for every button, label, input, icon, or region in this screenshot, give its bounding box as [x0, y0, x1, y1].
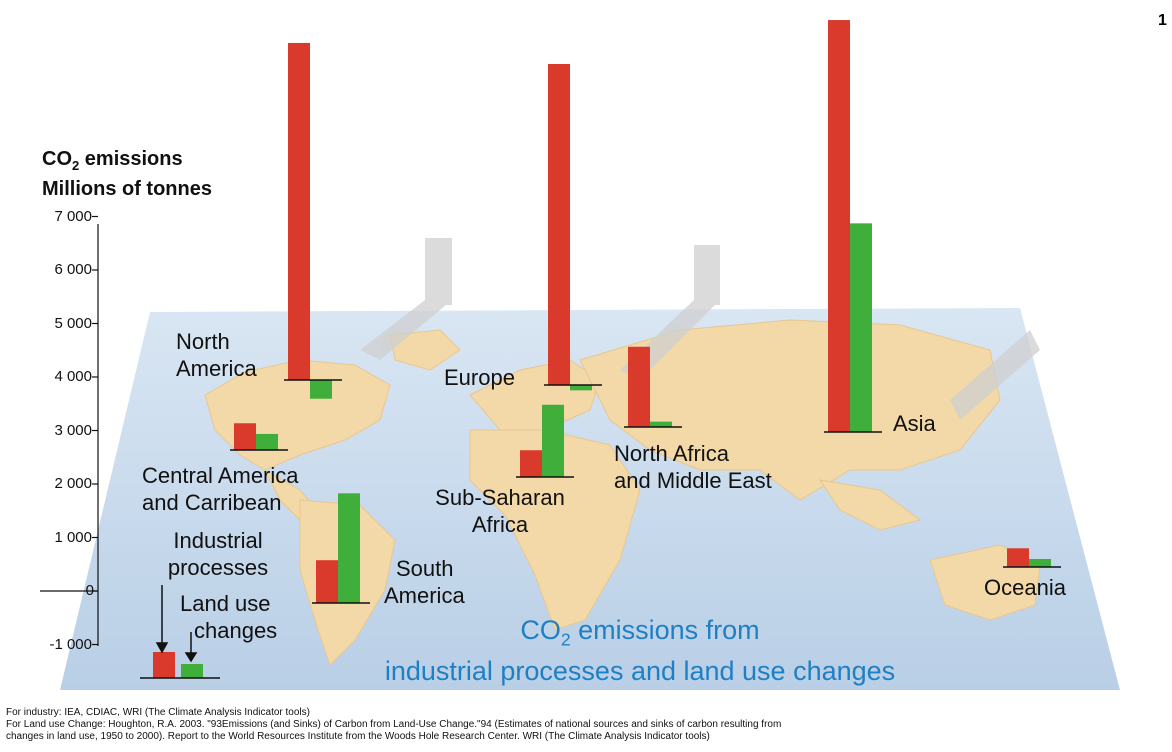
- label-north-africa-line1: North Africa: [614, 441, 729, 466]
- legend-bar-land-use: [181, 664, 203, 678]
- label-north-america: North America: [176, 328, 257, 382]
- bar-industrial: [288, 42, 310, 380]
- landmass-africa: [469, 429, 641, 631]
- source-line-3: changes in land use, 1950 to 2000). Repo…: [6, 731, 710, 742]
- chart-title-line2: industrial processes and land use change…: [384, 656, 896, 687]
- label-south-america: South America: [384, 555, 465, 609]
- bar-land-use: [1029, 558, 1051, 567]
- y-tick-label: 1 000: [54, 528, 92, 546]
- arrowhead-land-use: [184, 652, 198, 663]
- bar-industrial: [1007, 548, 1029, 567]
- bar-land-use: [338, 493, 360, 603]
- label-south-america-line1: South: [396, 556, 454, 581]
- bar-industrial: [234, 423, 256, 450]
- y-tick-label: 4 000: [54, 368, 92, 385]
- legend-industrial-line2: processes: [167, 555, 269, 580]
- label-sub-saharan-africa: Sub-Saharan Africa: [415, 484, 585, 538]
- bar-industrial: [828, 20, 850, 433]
- y-axis-title-sub: 2: [72, 158, 80, 173]
- sources-note: For industry: IEA, CDIAC, WRI (The Clima…: [6, 707, 1166, 743]
- chart-title-line1: CO2 emissions from: [330, 614, 950, 655]
- legend-bar-industrial: [153, 652, 175, 678]
- shadow-na-beam: [360, 300, 452, 360]
- label-oceania-line1: Oceania: [984, 575, 1066, 600]
- chart-title-suffix: emissions from: [570, 615, 760, 645]
- label-central-america-line1: Central America: [142, 463, 299, 488]
- bar-industrial: [548, 64, 570, 385]
- label-asia: Asia: [893, 410, 936, 437]
- legend-industrial-line1: Industrial: [173, 528, 263, 553]
- label-south-america-line2: America: [384, 583, 465, 608]
- y-tick-label: 7 000: [54, 207, 92, 225]
- source-line-2: For Land use Change: Houghton, R.A. 2003…: [6, 719, 782, 730]
- y-axis-title-prefix: CO: [42, 148, 72, 170]
- y-axis-unit: Millions of tonnes: [42, 178, 212, 200]
- y-axis-title: CO2 emissions: [42, 148, 183, 173]
- label-asia-line1: Asia: [893, 411, 936, 436]
- shadow-asia-beam: [950, 330, 1040, 420]
- bar-industrial: [628, 346, 650, 427]
- label-oceania: Oceania: [984, 574, 1066, 601]
- chart-title-prefix: CO: [520, 615, 561, 645]
- label-north-america-line2: America: [176, 356, 257, 381]
- source-line-1: For industry: IEA, CDIAC, WRI (The Clima…: [6, 707, 310, 718]
- label-europe: Europe: [444, 364, 515, 391]
- legend-land-use-line1: Land use: [180, 591, 271, 616]
- shadow-north-america: [425, 238, 452, 305]
- bar-land-use: [256, 433, 278, 450]
- y-axis-title-suffix: emissions: [79, 148, 183, 170]
- y-tick-label: 2 000: [54, 475, 92, 492]
- legend-land-use-label: Land use changes: [180, 590, 277, 644]
- world-map: [204, 319, 1041, 666]
- label-north-africa-line2: and Middle East: [614, 468, 772, 493]
- label-sub-saharan-africa-line2: Africa: [471, 512, 529, 537]
- label-central-america: Central America and Carribean: [142, 462, 299, 516]
- arrowhead-industrial: [155, 642, 169, 654]
- label-europe-line1: Europe: [444, 365, 515, 390]
- label-central-america-line2: and Carribean: [142, 490, 282, 515]
- bar-industrial: [520, 450, 542, 477]
- label-north-america-line1: North: [176, 329, 230, 354]
- y-tick-label: 3 000: [54, 421, 92, 439]
- bars-layer: [140, 20, 1061, 679]
- y-tick-marks: [92, 215, 98, 646]
- landmass-asia: [579, 319, 1001, 501]
- legend-arrows: [155, 585, 198, 663]
- bar-land-use: [650, 421, 672, 427]
- bar-land-use: [570, 385, 592, 391]
- y-tick-label: 5 000: [54, 314, 92, 332]
- legend-industrial-label: Industrial processes: [158, 527, 278, 581]
- page-number: 1: [1158, 12, 1167, 29]
- bar-land-use: [850, 223, 872, 432]
- label-sub-saharan-africa-line1: Sub-Saharan: [435, 485, 565, 510]
- landmass-southeast-asia: [818, 479, 922, 531]
- landmass-greenland: [389, 329, 461, 371]
- y-tick-label: 6 000: [54, 261, 92, 278]
- y-tick-label: -1 000: [49, 635, 92, 653]
- bar-land-use: [542, 404, 564, 477]
- bar-industrial: [316, 560, 338, 603]
- shadow-europe: [694, 245, 720, 305]
- chart-title: CO2 emissions from industrial processes …: [330, 614, 950, 687]
- legend-land-use-line2: changes: [194, 618, 278, 643]
- label-north-africa: North Africa and Middle East: [614, 440, 772, 494]
- chart-title-sub: 2: [560, 629, 571, 650]
- bar-land-use: [310, 380, 332, 399]
- y-tick-label: 0: [85, 582, 94, 599]
